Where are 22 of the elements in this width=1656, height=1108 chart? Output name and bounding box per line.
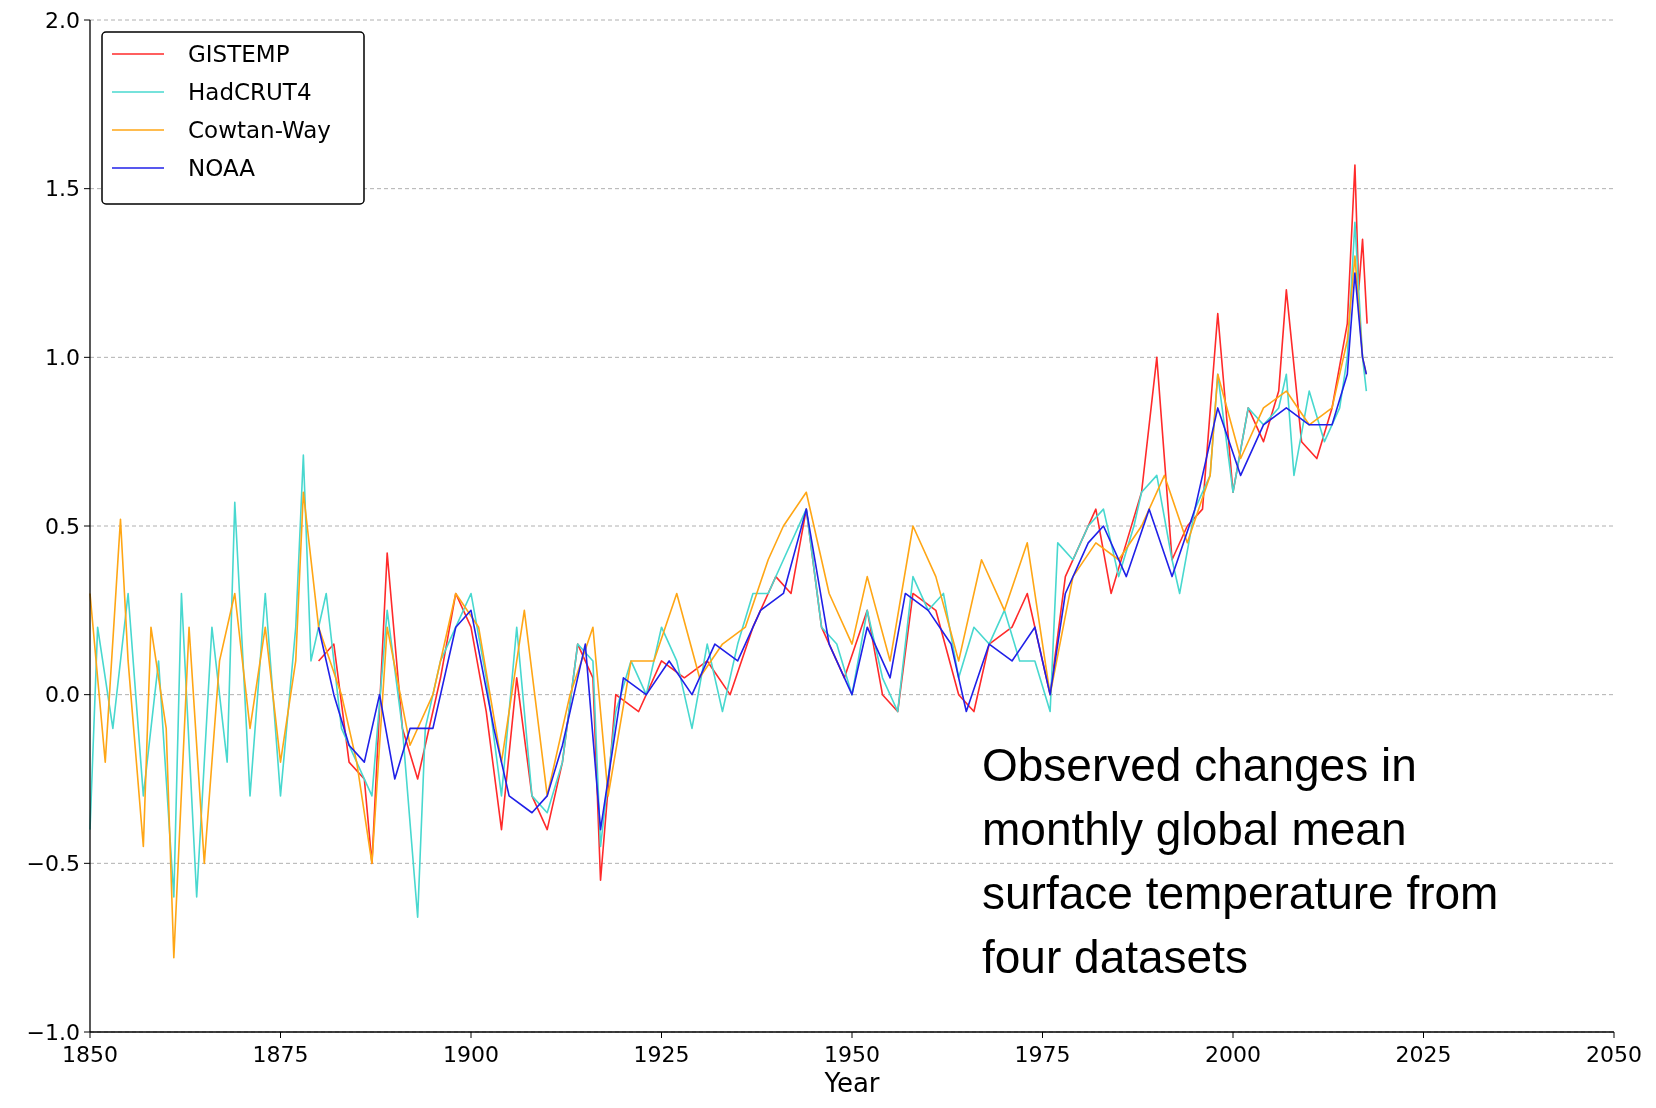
annotation: Observed changes in monthly global mean surface temperature from four datasets — [982, 739, 1499, 983]
y-tick-label: 0.5 — [45, 513, 80, 539]
y-tick-label: 0.0 — [45, 682, 80, 708]
x-tick-label: 1875 — [252, 1042, 309, 1067]
y-tick-label: 1.5 — [45, 176, 80, 202]
x-tick-label: 2025 — [1395, 1042, 1452, 1067]
y-tick-label: 2.0 — [45, 7, 80, 33]
y-tick-label: −0.5 — [26, 851, 80, 877]
x-tick-label: 2000 — [1205, 1042, 1261, 1067]
x-tick-label: 1850 — [62, 1042, 118, 1067]
y-tick-label: 1.0 — [45, 345, 80, 371]
legend-label: Cowtan-Way — [188, 117, 331, 144]
legend-label: GISTEMP — [188, 41, 290, 68]
x-tick-label: 1950 — [824, 1042, 880, 1067]
y-tick-label: −1.0 — [26, 1019, 80, 1045]
legend-label: HadCRUT4 — [188, 79, 312, 106]
x-tick-label: 1925 — [633, 1042, 690, 1067]
x-axis-title: Year — [823, 1068, 880, 1098]
x-tick-label: 2050 — [1586, 1042, 1642, 1067]
legend-label: NOAA — [188, 155, 256, 182]
x-tick-label: 1975 — [1014, 1042, 1071, 1067]
x-tick-label: 1900 — [443, 1042, 499, 1067]
